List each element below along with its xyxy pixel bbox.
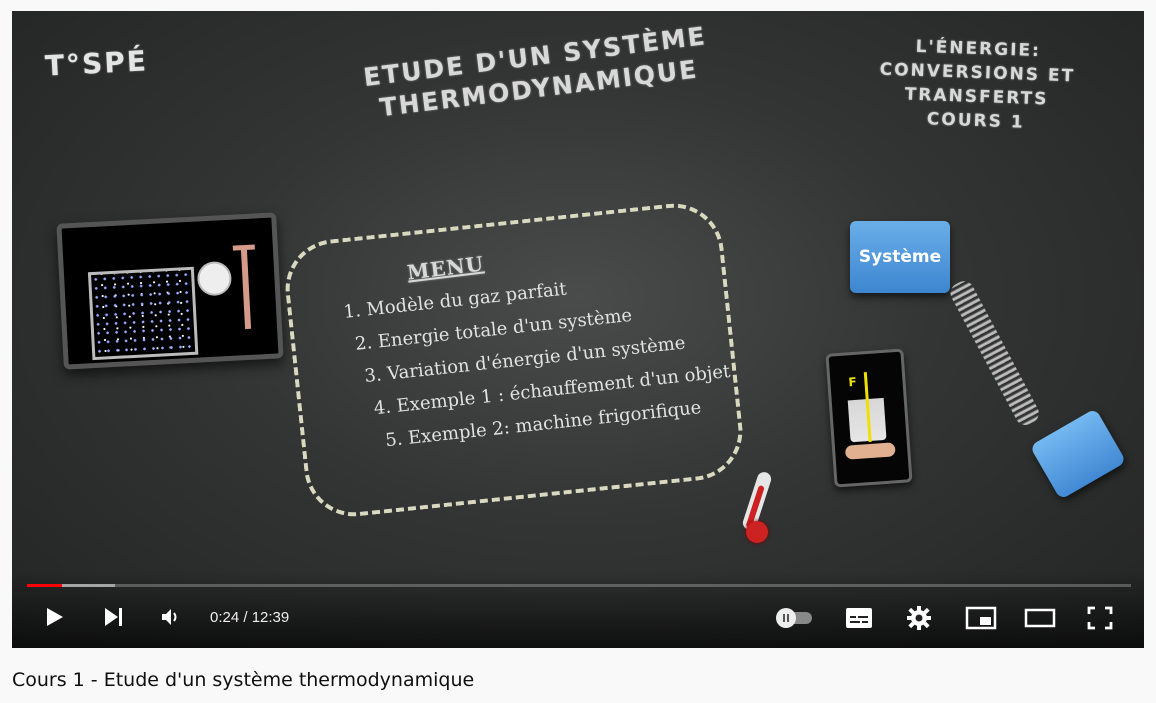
mass-block-icon	[1029, 408, 1127, 500]
video-player[interactable]: T°SPÉ ETUDE D'UN SYSTÈME THERMODYNAMIQUE…	[12, 11, 1144, 648]
subtitles-button[interactable]	[844, 605, 874, 631]
progress-played	[27, 584, 63, 587]
miniplayer-icon	[965, 606, 997, 630]
progress-buffered	[27, 584, 116, 587]
video-title: Cours 1 - Etude d'un système thermodynam…	[12, 669, 475, 691]
spring-icon	[947, 277, 1043, 429]
volume-icon	[162, 609, 177, 625]
settings-button[interactable]	[906, 605, 932, 631]
force-label: F	[847, 374, 858, 390]
theater-mode-button[interactable]	[1024, 605, 1056, 631]
progress-bar[interactable]	[27, 584, 1131, 587]
next-button[interactable]	[102, 605, 126, 629]
slide-title: ETUDE D'UN SYSTÈME THERMODYNAMIQUE	[354, 19, 719, 126]
play-icon	[47, 608, 63, 626]
gear-icon	[907, 606, 931, 630]
time-display: 0:24 / 12:39	[210, 609, 290, 626]
skip-next-icon	[105, 608, 122, 626]
autoplay-toggle-icon	[776, 608, 812, 628]
chapter-title: L'ÉNERGIE: CONVERSIONS ET TRANSFERTS COU…	[805, 31, 1144, 139]
volume-button[interactable]	[159, 605, 183, 629]
player-controls	[12, 571, 1144, 648]
miniplayer-button[interactable]	[965, 605, 997, 631]
thermometer-bulb	[746, 521, 768, 543]
chalkboard-slide: T°SPÉ ETUDE D'UN SYSTÈME THERMODYNAMIQUE…	[12, 11, 1144, 648]
pump-icon	[240, 248, 252, 330]
theater-mode-icon	[1024, 608, 1056, 628]
fullscreen-icon	[1087, 606, 1113, 630]
fullscreen-button[interactable]	[1086, 605, 1114, 631]
gas-diagram-image	[56, 212, 284, 370]
autoplay-toggle[interactable]	[774, 607, 816, 629]
system-box: Système	[850, 221, 950, 293]
hand-icon	[844, 442, 896, 460]
play-button[interactable]	[42, 605, 66, 629]
brand-logo: T°SPÉ	[44, 44, 149, 83]
gas-container	[87, 266, 199, 361]
glass-force-image: F	[825, 348, 913, 488]
subtitles-icon	[846, 608, 872, 628]
pressure-gauge-icon	[196, 260, 233, 297]
